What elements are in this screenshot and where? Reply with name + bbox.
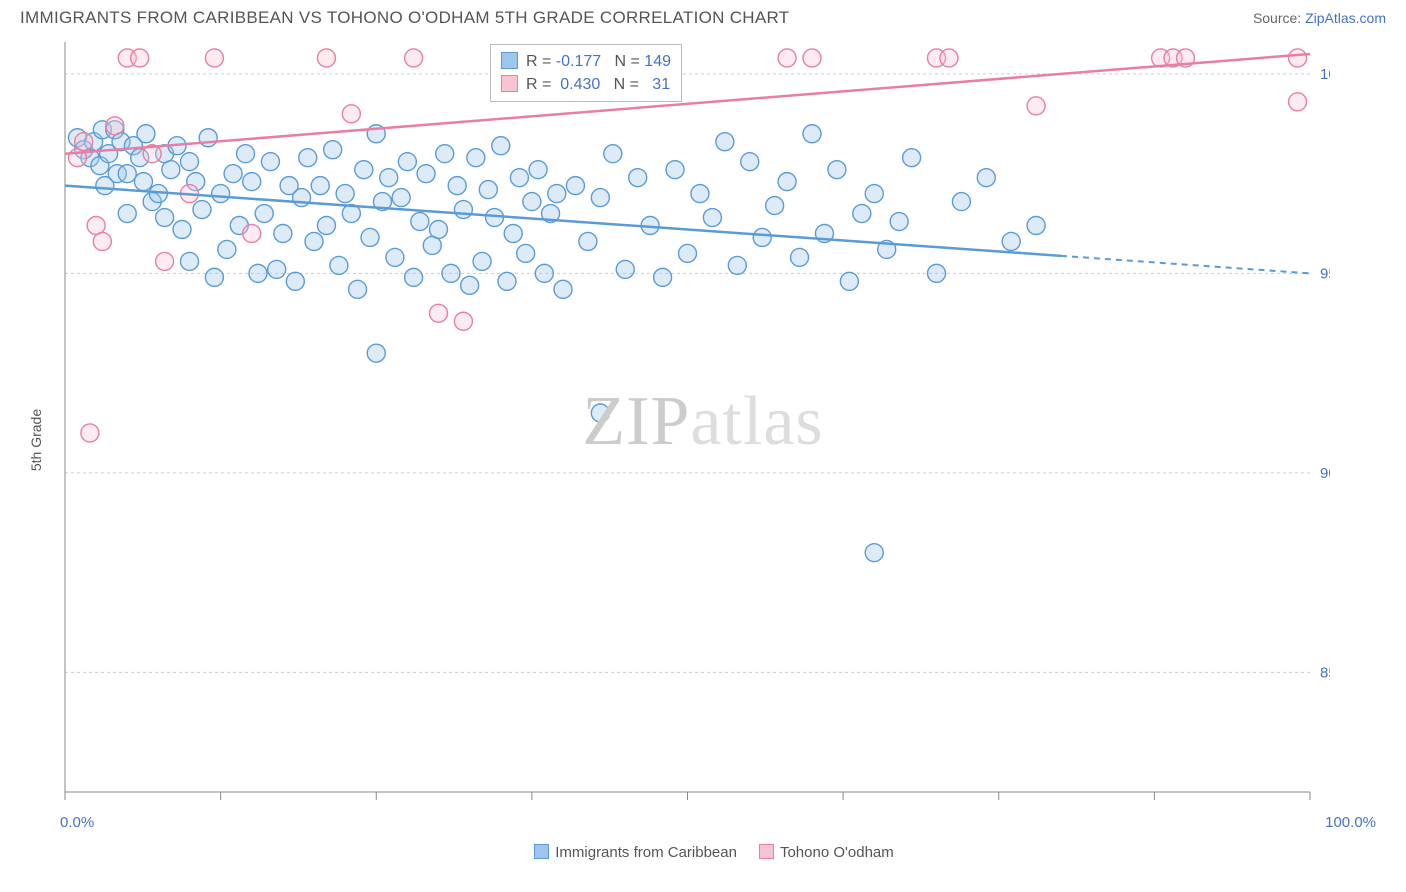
stats-legend: R = -0.177 N = 149R = 0.430 N = 31: [490, 44, 682, 102]
chart-area: 5th Grade 85.0%90.0%95.0%100.0% ZIPatlas…: [10, 32, 1396, 812]
legend-swatch: [759, 844, 774, 859]
source-prefix: Source:: [1253, 10, 1305, 26]
x-tick-label-min: 0.0%: [60, 814, 94, 831]
svg-text:85.0%: 85.0%: [1320, 664, 1330, 681]
stats-legend-row: R = 0.430 N = 31: [501, 73, 671, 96]
legend-label: Tohono O'odham: [780, 844, 894, 861]
y-axis-label: 5th Grade: [28, 409, 44, 471]
stats-legend-row: R = -0.177 N = 149: [501, 50, 671, 73]
scatter-chart: 85.0% 90.0% 95.0% 100.0%: [10, 32, 1330, 812]
source-attribution: Source: ZipAtlas.com: [1253, 10, 1386, 26]
header: IMMIGRANTS FROM CARIBBEAN VS TOHONO O'OD…: [0, 0, 1406, 32]
chart-title: IMMIGRANTS FROM CARIBBEAN VS TOHONO O'OD…: [20, 8, 789, 28]
source-link[interactable]: ZipAtlas.com: [1305, 10, 1386, 26]
series-legend: Immigrants from Caribbean Tohono O'odham: [0, 838, 1406, 861]
legend-label: Immigrants from Caribbean: [555, 844, 737, 861]
svg-text:90.0%: 90.0%: [1320, 465, 1330, 482]
svg-text:100.0%: 100.0%: [1320, 66, 1330, 83]
x-tick-label-max: 100.0%: [1325, 814, 1376, 831]
svg-text:95.0%: 95.0%: [1320, 265, 1330, 282]
x-axis-labels: 0.0% 100.0%: [0, 814, 1406, 838]
legend-swatch: [534, 844, 549, 859]
